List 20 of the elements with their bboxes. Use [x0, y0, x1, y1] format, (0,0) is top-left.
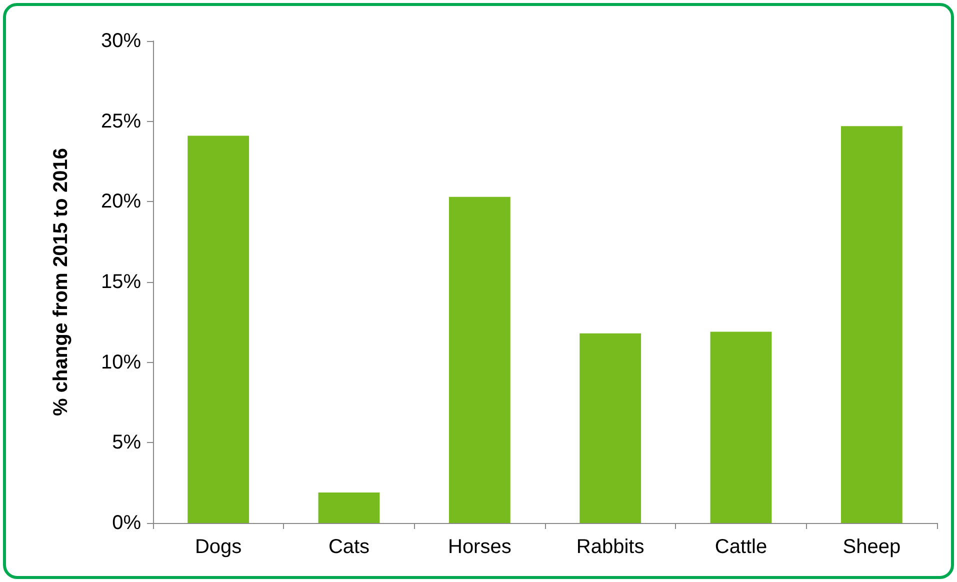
bar [188, 136, 250, 523]
x-tick-label: Horses [448, 536, 512, 558]
y-tick-label: 25% [100, 110, 142, 132]
x-tick-label: Cattle [714, 536, 768, 558]
bar [318, 492, 380, 523]
x-tick-label: Rabbits [576, 536, 644, 558]
bar [448, 196, 510, 523]
bar [710, 332, 772, 523]
y-tick-label: 5% [112, 432, 142, 454]
x-tick-label: Dogs [194, 536, 242, 558]
x-tick-label: Sheep [842, 536, 901, 558]
y-tick-label: 30% [100, 30, 142, 52]
y-axis-title: % change from 2015 to 2016 [50, 148, 72, 416]
y-tick-label: 20% [100, 190, 142, 213]
bar [840, 126, 902, 523]
y-tick-label: 10% [100, 351, 142, 374]
y-tick-label: 15% [100, 271, 142, 293]
y-tick-label: 0% [112, 512, 142, 534]
bar [580, 333, 642, 523]
x-tick-label: Cats [328, 536, 370, 558]
